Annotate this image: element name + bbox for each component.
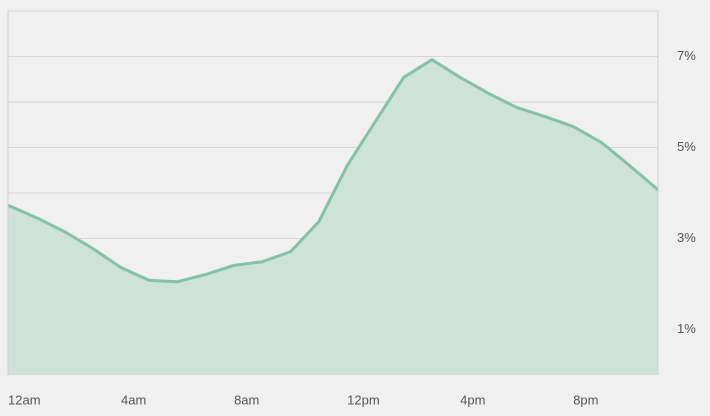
x-tick-label: 12am [8,392,41,407]
plot-frame [7,10,659,375]
y-tick-label: 7% [677,48,696,63]
y-tick-label: 1% [677,321,696,336]
y-tick-label: 3% [677,230,696,245]
x-tick-label: 8pm [573,392,598,407]
y-tick-label: 5% [677,139,696,154]
x-tick-label: 8am [234,392,259,407]
area [8,59,658,376]
x-tick-label: 12pm [347,392,380,407]
x-tick-label: 4am [121,392,146,407]
line [7,58,659,284]
x-tick-label: 4pm [460,392,485,407]
